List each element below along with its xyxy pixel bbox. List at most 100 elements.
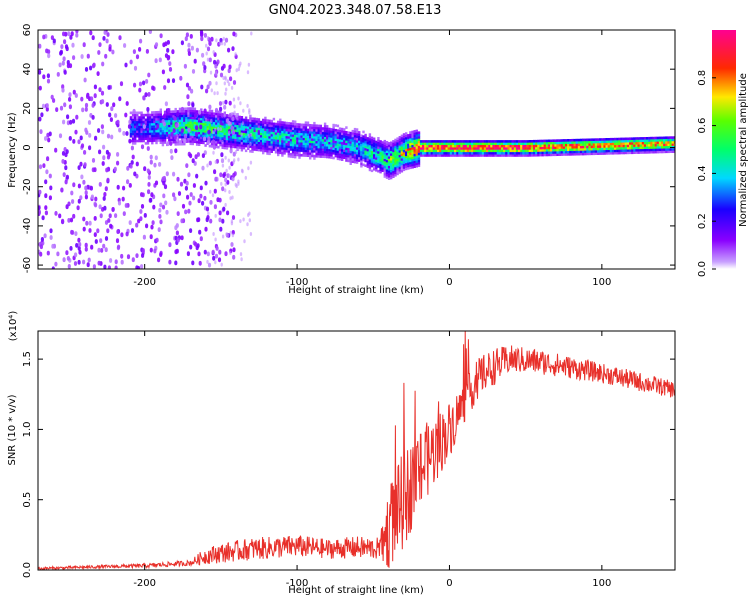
spectrogram-cells — [38, 30, 675, 269]
spectrogram-cell — [304, 130, 308, 134]
spectrogram-cell — [451, 144, 455, 148]
spectrogram-cell — [528, 151, 532, 155]
spectrogram-cell — [253, 145, 256, 149]
spectrogram-cell — [400, 167, 404, 171]
spectrogram-cell — [400, 165, 404, 168]
spectrogram-cell — [264, 135, 267, 139]
spectrogram-cell — [355, 135, 359, 138]
spectrogram-cell — [422, 140, 425, 143]
spectrogram-cell — [569, 143, 572, 147]
spectrogram-cell — [166, 131, 169, 135]
spectrogram-cell — [545, 146, 549, 150]
spectrogram-noise-cell — [133, 171, 137, 177]
spectrogram-cell — [475, 151, 478, 155]
spectrogram-cell — [183, 119, 186, 122]
spectrogram-cell — [223, 139, 226, 143]
spectrogram-cell — [287, 154, 290, 158]
spectrogram-cell — [238, 139, 241, 142]
spectrogram-cell — [174, 133, 177, 137]
spectrogram-cell — [669, 145, 672, 149]
spectrogram-cell — [262, 139, 265, 143]
spectrogram-cell — [494, 154, 497, 157]
spectrogram-cell — [202, 113, 205, 116]
spectrogram-noise-cell — [116, 184, 120, 190]
spectrogram-cell — [466, 149, 470, 153]
spectrogram-noise-cell — [105, 167, 109, 173]
spectrogram-cell — [296, 127, 299, 131]
spectrogram-cell — [157, 129, 160, 133]
spectrogram-cell — [200, 134, 203, 137]
spectrogram-cell — [277, 132, 280, 135]
spectrogram-cell — [242, 139, 246, 143]
spectrogram-cell — [334, 133, 337, 137]
spectrogram-cell — [562, 150, 566, 154]
spectrogram-cell — [349, 148, 352, 151]
spectrogram-cell — [567, 141, 570, 144]
spectrogram-cell — [481, 140, 485, 143]
spectrogram-noise-cell — [150, 224, 154, 230]
spectrogram-cell — [550, 146, 553, 150]
spectrogram-noise-cell — [230, 221, 234, 226]
spectrogram-cell — [454, 144, 457, 148]
spectrogram-cell — [554, 151, 557, 154]
spectrogram-cell — [419, 147, 423, 150]
spectrogram-noise-cell — [187, 208, 191, 214]
spectrogram-cell — [385, 143, 389, 146]
spectrogram-cell — [607, 138, 610, 141]
spectrogram-cell — [618, 144, 621, 148]
spectrogram-cell — [309, 131, 312, 134]
spectrogram-cell — [413, 146, 416, 150]
spectrogram-cell — [492, 151, 495, 155]
spectrogram-cell — [360, 162, 363, 166]
spectrogram-noise-cell — [213, 91, 216, 96]
spectrogram-cell — [343, 137, 346, 141]
spectrogram-cell — [379, 154, 382, 157]
spectrogram-cell — [319, 136, 322, 140]
colorbar-label: Normalized spectral amplitude — [738, 73, 749, 227]
spectrogram-cell — [541, 142, 544, 145]
spectrogram-cell — [230, 140, 233, 144]
spectrogram-cell — [381, 141, 384, 144]
spectrogram-cell — [601, 142, 604, 146]
spectrogram-cell — [315, 129, 318, 132]
spectrogram-cell — [136, 123, 139, 126]
spectrogram-noise-cell — [213, 59, 217, 65]
spectrogram-cell — [136, 116, 139, 119]
spectrogram-noise-cell — [230, 242, 234, 247]
spectrogram-cell — [407, 145, 410, 149]
spectrogram-cell — [311, 140, 314, 144]
spectrogram-cell — [424, 149, 427, 153]
spectrogram-cell — [157, 132, 160, 135]
spectrogram-cell — [398, 154, 401, 158]
spectrogram-cell — [579, 150, 583, 154]
spectrogram-cell — [294, 132, 297, 135]
spectrogram-cell — [473, 142, 476, 145]
spectrogram-noise-cell — [40, 112, 44, 118]
spectrogram-cell — [650, 141, 653, 145]
spectrogram-y-tick-label: 20 — [22, 102, 33, 115]
spectrogram-cell — [242, 132, 246, 136]
spectrogram-cell — [283, 135, 286, 139]
spectrogram-cell — [178, 107, 182, 111]
spectrogram-cell — [631, 151, 634, 155]
spectrogram-cell — [138, 120, 141, 124]
spectrogram-noise-cell — [102, 36, 106, 41]
spectrogram-cell — [413, 158, 416, 161]
spectrogram-cell — [520, 147, 523, 150]
spectrogram-cell — [562, 143, 566, 147]
spectrogram-cell — [148, 116, 152, 119]
spectrogram-noise-cell — [196, 217, 200, 223]
spectrogram-cell — [402, 168, 406, 172]
spectrogram-noise-cell — [172, 192, 176, 198]
spectrogram-cell — [575, 138, 578, 142]
spectrogram-cell — [136, 139, 139, 143]
spectrogram-cell — [560, 148, 564, 152]
spectrogram-cell — [396, 139, 399, 143]
spectrogram-cell — [183, 109, 186, 113]
spectrogram-cell — [477, 151, 480, 155]
spectrogram-noise-cell — [248, 218, 251, 223]
spectrogram-noise-cell — [125, 231, 129, 237]
spectrogram-cell — [283, 126, 286, 129]
spectrogram-noise-cell — [142, 95, 146, 101]
spectrogram-cell — [138, 128, 141, 131]
